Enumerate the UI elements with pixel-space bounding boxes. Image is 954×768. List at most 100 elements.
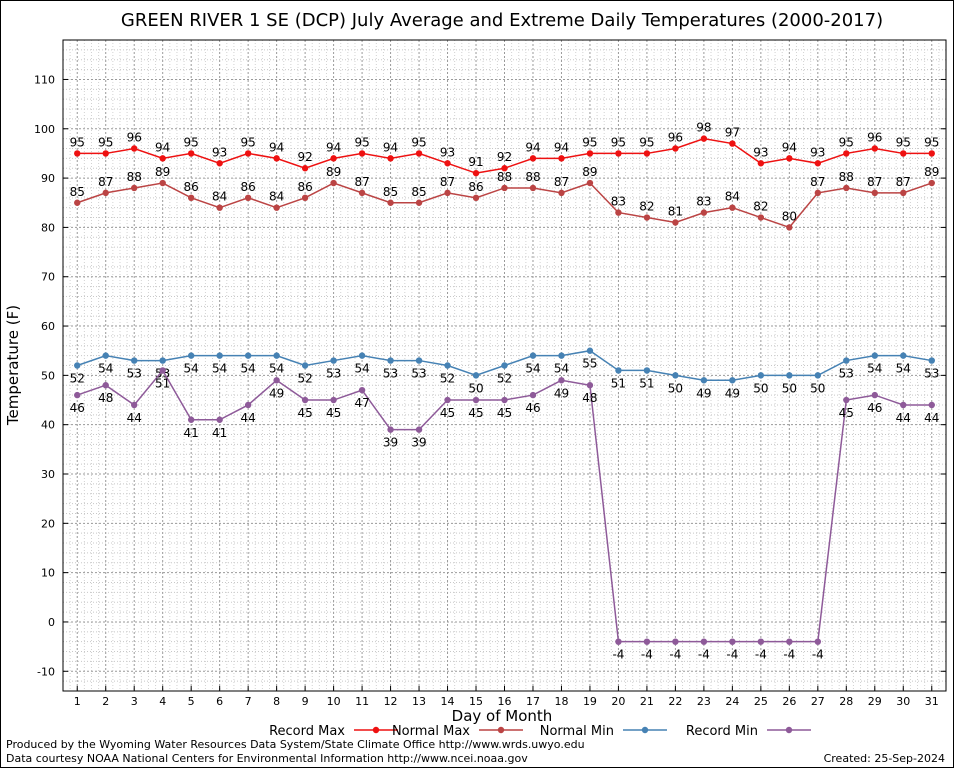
normal-min-data-label: 53 — [924, 367, 939, 381]
normal-max-point — [529, 184, 537, 192]
normal-min-data-label: 54 — [354, 362, 369, 376]
x-tick-label: 31 — [925, 695, 939, 708]
record-max-data-label: 94 — [782, 140, 797, 154]
normal-min-point — [615, 367, 622, 374]
record-min-point — [159, 367, 166, 374]
record-max-data-label: 95 — [98, 135, 113, 149]
x-tick-label: 4 — [159, 695, 166, 708]
record-max-data-label: 94 — [269, 140, 284, 154]
normal-max-point — [444, 189, 451, 197]
normal-max-data-label: 87 — [810, 175, 825, 189]
normal-min-data-label: 54 — [269, 362, 284, 376]
record-min-data-label: 49 — [269, 386, 284, 400]
normal-min-data-label: 52 — [440, 372, 455, 386]
record-min-data-label: 44 — [241, 411, 256, 425]
normal-max-data-label: 87 — [554, 175, 569, 189]
x-tick-label: 18 — [554, 695, 568, 708]
record-min-point — [358, 386, 366, 394]
record-min-series: 46 48 44 51 41 41 44 49 45 45 47 39 39 45 45 45 46 49 48 -4… — [70, 367, 939, 662]
normal-max-point — [387, 199, 394, 206]
x-tick-label: 6 — [216, 695, 223, 708]
normal-min-data-label: 53 — [839, 367, 854, 381]
x-tick-label: 2 — [102, 695, 109, 708]
record-max-point — [387, 155, 394, 162]
record-min-data-label: -4 — [612, 648, 624, 662]
record-min-point — [330, 396, 337, 404]
normal-max-point — [615, 209, 622, 216]
record-min-data-label: 45 — [497, 406, 512, 420]
normal-max-data-label: 87 — [896, 175, 911, 189]
normal-max-data-label: 83 — [696, 195, 711, 209]
normal-min-point — [159, 357, 166, 364]
y-tick-label: 0 — [48, 616, 55, 629]
record-max-point — [301, 165, 309, 172]
normal-min-data-label: 54 — [98, 362, 113, 376]
record-max-point — [131, 145, 138, 152]
record-min-data-label: -4 — [726, 648, 738, 662]
normal-max-point — [358, 189, 366, 197]
normal-max-point — [871, 189, 878, 197]
record-max-point — [330, 155, 337, 162]
x-tick-label: 27 — [811, 695, 825, 708]
record-min-data-label: 44 — [127, 411, 142, 425]
normal-max-data-label: 89 — [326, 165, 341, 179]
x-tick-label: 22 — [668, 695, 682, 708]
record-min-point — [615, 638, 622, 645]
record-min-data-label: -4 — [641, 648, 653, 662]
y-tick-label: -10 — [37, 665, 55, 678]
record-min-data-label: 46 — [70, 401, 85, 415]
record-min-data-label: 45 — [468, 406, 483, 420]
normal-min-data-label: 54 — [554, 362, 569, 376]
record-min-point — [187, 416, 195, 423]
record-min-point — [273, 377, 280, 384]
record-max-point — [501, 165, 508, 172]
normal-min-point — [74, 362, 81, 369]
normal-max-data-label: 87 — [440, 175, 455, 189]
y-tick-label: 90 — [41, 172, 55, 185]
normal-min-series: 52 54 53 53 54 54 54 54 52 53 54 53 53 52 50 52 54 54 55 51… — [70, 347, 939, 400]
normal-min-data-label: 54 — [241, 362, 256, 376]
record-max-data-label: 97 — [725, 126, 740, 140]
normal-min-point — [387, 357, 394, 364]
normal-max-point — [472, 194, 480, 202]
normal-max-data-label: 88 — [497, 170, 512, 184]
record-max-legend-marker — [372, 726, 380, 734]
normal-min-point — [187, 352, 195, 359]
normal-max-legend-label: Normal Max — [392, 724, 470, 739]
normal-min-data-label: 50 — [468, 381, 483, 395]
y-tick-label: 70 — [41, 271, 55, 284]
record-max-data-label: 95 — [241, 135, 256, 149]
record-min-point — [102, 382, 109, 389]
record-max-point — [615, 150, 622, 157]
normal-max-point — [729, 204, 736, 211]
normal-max-data-label: 81 — [668, 204, 683, 218]
record-min-data-label: 51 — [155, 376, 170, 390]
y-tick-label: 50 — [41, 369, 55, 382]
record-max-data-label: 94 — [383, 140, 398, 154]
normal-min-point — [586, 347, 594, 354]
record-min-point — [871, 391, 878, 399]
normal-max-point — [558, 189, 565, 197]
normal-max-data-label: 87 — [98, 175, 113, 189]
record-max-series: 95 95 96 94 95 93 95 94 92 94 95 94 95 93 91 92 94 94 95 95… — [70, 121, 939, 177]
normal-max-point — [244, 194, 252, 202]
normal-min-data-label: 54 — [896, 362, 911, 376]
record-max-legend-label: Record Max — [269, 724, 345, 739]
x-tick-label: 8 — [273, 695, 280, 708]
record-max-point — [444, 160, 451, 167]
normal-min-data-label: 52 — [70, 372, 85, 386]
record-max-data-label: 93 — [810, 145, 825, 159]
normal-max-point — [700, 209, 708, 216]
normal-min-point — [871, 352, 878, 359]
normal-min-point — [900, 352, 907, 359]
record-max-point — [74, 150, 81, 157]
x-tick-label: 30 — [896, 695, 910, 708]
record-min-data-label: 44 — [896, 411, 911, 425]
normal-max-data-label: 88 — [127, 170, 142, 184]
y-tick-label: 40 — [41, 419, 55, 432]
normal-min-point — [131, 357, 138, 364]
footer-credit-2: Data courtesy NOAA National Centers for … — [6, 752, 528, 765]
record-max-point — [586, 150, 594, 157]
normal-max-point — [187, 194, 195, 202]
record-min-point — [216, 416, 223, 423]
